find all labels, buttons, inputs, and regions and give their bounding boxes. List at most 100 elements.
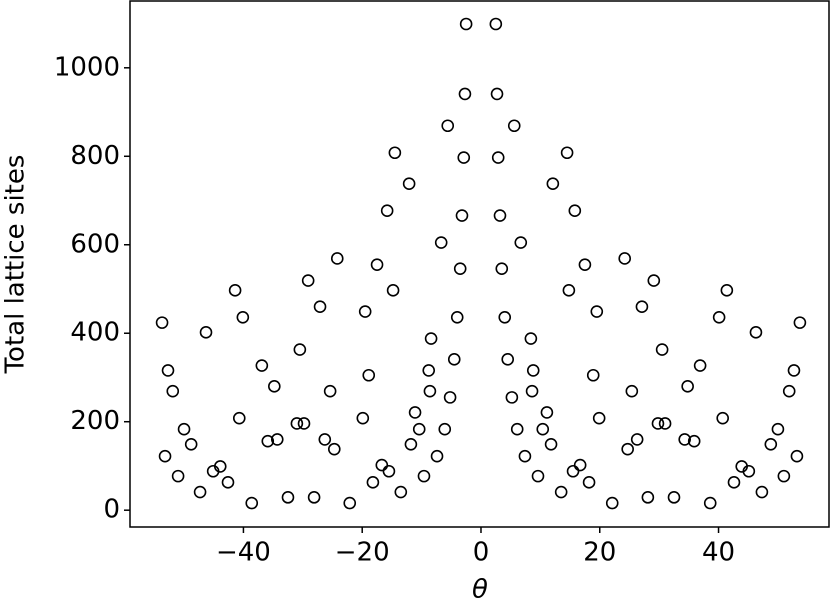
scatter-point bbox=[592, 411, 606, 425]
scatter-point bbox=[293, 343, 307, 356]
scatter-point bbox=[562, 284, 576, 297]
scatter-point bbox=[491, 151, 505, 164]
scatter-point bbox=[525, 384, 539, 398]
scatter-point bbox=[651, 417, 665, 430]
scatter-point bbox=[386, 284, 400, 297]
scatter-point bbox=[459, 17, 473, 31]
scatter-point bbox=[568, 204, 582, 217]
scatter-point bbox=[318, 433, 332, 446]
scatter-point bbox=[582, 476, 596, 489]
x-axis-label: θ bbox=[472, 575, 488, 605]
scatter-point bbox=[438, 422, 452, 436]
scatter-point bbox=[388, 146, 402, 160]
scatter-point bbox=[434, 236, 448, 249]
scatter-point bbox=[307, 491, 321, 504]
scatter-point bbox=[423, 384, 437, 398]
scatter-point bbox=[402, 177, 416, 191]
x-tick-label: −40 bbox=[216, 538, 271, 568]
scatter-point bbox=[712, 311, 726, 324]
scatter-point bbox=[447, 353, 461, 366]
scatter-point bbox=[424, 332, 438, 345]
scatter-point bbox=[514, 236, 528, 249]
scatter-point bbox=[716, 411, 729, 425]
scatter-point bbox=[658, 417, 672, 430]
scatter-point bbox=[793, 316, 807, 329]
scatter-point bbox=[193, 485, 207, 499]
scatter-point bbox=[245, 496, 259, 510]
scatter-point bbox=[343, 496, 357, 510]
x-tick-label: 0 bbox=[473, 538, 490, 568]
scatter-point bbox=[635, 300, 649, 313]
y-tick-label: 600 bbox=[70, 229, 120, 259]
scatter-point bbox=[270, 433, 284, 446]
y-axis-label: Total lattice sites bbox=[1, 155, 31, 375]
plot-frame bbox=[129, 0, 830, 528]
scatter-point bbox=[228, 284, 242, 297]
scatter-point bbox=[313, 300, 327, 313]
scatter-point bbox=[605, 496, 619, 510]
scatter-point bbox=[281, 491, 295, 504]
scatter-point bbox=[268, 380, 281, 393]
scatter-point bbox=[544, 437, 558, 451]
scatter-point bbox=[232, 411, 246, 425]
scatter-point bbox=[777, 469, 791, 483]
scatter-point bbox=[358, 305, 372, 318]
scatter-point bbox=[184, 437, 198, 451]
scatter-point bbox=[573, 458, 587, 472]
scatter-point bbox=[510, 422, 524, 436]
y-tick-label: 200 bbox=[70, 406, 120, 436]
scatter-point bbox=[560, 146, 574, 160]
scatter-point bbox=[489, 17, 503, 31]
scatter-point bbox=[290, 417, 304, 430]
scatter-point bbox=[578, 258, 592, 271]
scatter-point bbox=[380, 204, 394, 217]
scatter-point bbox=[727, 476, 741, 489]
scatter-point bbox=[158, 449, 172, 463]
scatter-point bbox=[554, 485, 568, 499]
x-tick-label: 20 bbox=[583, 538, 616, 568]
scatter-point bbox=[735, 460, 748, 473]
scatter-point bbox=[457, 151, 471, 164]
scatter-point bbox=[301, 274, 315, 287]
scatter-point bbox=[255, 359, 269, 372]
scatter-point bbox=[536, 422, 550, 436]
scatter-point bbox=[531, 469, 545, 483]
scatter-point bbox=[171, 469, 185, 483]
scatter-point bbox=[422, 364, 436, 377]
scatter-point bbox=[221, 476, 235, 489]
scatter-point bbox=[382, 464, 396, 478]
scatter-point bbox=[720, 284, 734, 297]
scatter-point bbox=[490, 87, 504, 101]
scatter-point bbox=[327, 442, 341, 456]
scatter-point bbox=[330, 252, 344, 265]
scatter-point bbox=[199, 326, 213, 339]
scatter-point bbox=[618, 252, 632, 265]
scatter-point bbox=[362, 368, 376, 382]
scatter-point bbox=[366, 476, 380, 489]
scatter-point bbox=[455, 209, 469, 222]
scatter-point bbox=[749, 326, 763, 339]
scatter-point bbox=[501, 353, 515, 366]
scatter-point bbox=[450, 311, 464, 324]
scatter-point bbox=[590, 305, 604, 318]
scatter-point bbox=[498, 311, 512, 324]
scatter-point bbox=[687, 434, 701, 448]
scatter-point bbox=[443, 391, 457, 404]
scatter-point bbox=[507, 119, 521, 133]
y-tick-label: 0 bbox=[103, 495, 120, 525]
scatter-point bbox=[641, 491, 655, 504]
scatter-point bbox=[586, 368, 600, 382]
scatter-point bbox=[518, 449, 532, 463]
scatter-point bbox=[441, 119, 455, 133]
scatter-point bbox=[261, 434, 275, 448]
scatter-point bbox=[630, 433, 644, 446]
scatter-point bbox=[647, 274, 661, 287]
scatter-point bbox=[621, 442, 634, 456]
scatter-point bbox=[408, 406, 422, 419]
scatter-point bbox=[566, 464, 580, 478]
scatter-point bbox=[787, 364, 801, 377]
y-tick-label: 800 bbox=[70, 141, 120, 171]
scatter-point bbox=[323, 384, 337, 398]
scatter-point bbox=[524, 332, 538, 345]
